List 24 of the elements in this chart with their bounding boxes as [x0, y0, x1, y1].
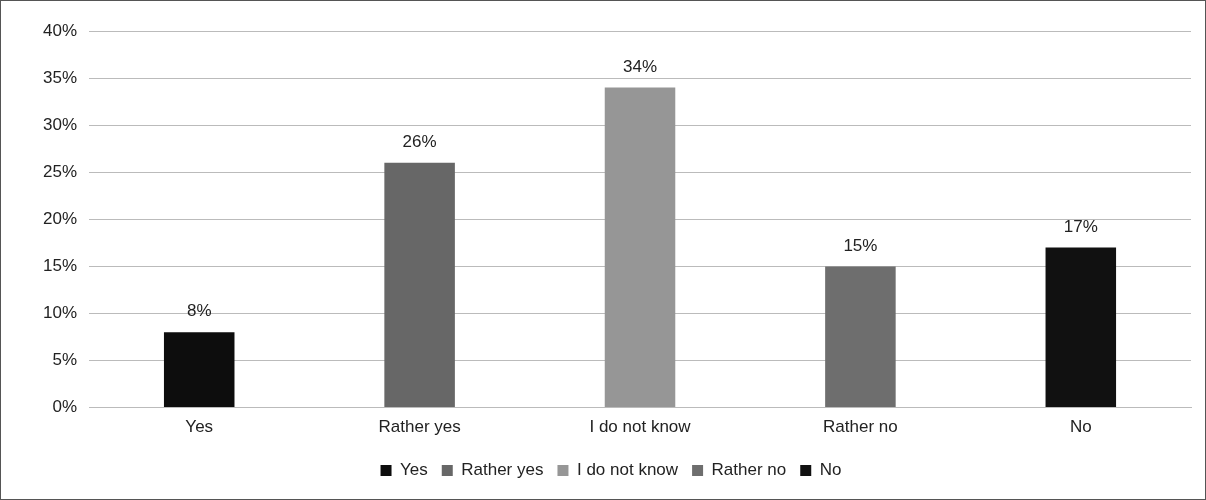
- x-tick-label: No: [1069, 417, 1092, 437]
- legend-label: Rather no: [711, 460, 787, 480]
- data-label: 26%: [402, 132, 437, 151]
- y-tick-label: 15%: [42, 256, 78, 276]
- data-label: 17%: [1063, 216, 1098, 236]
- x-tick-label: I do not know: [589, 417, 692, 437]
- legend-label: Yes: [400, 460, 428, 480]
- x-tick-label: Yes: [185, 417, 214, 437]
- data-label: 34%: [623, 56, 658, 76]
- y-tick-label: 40%: [42, 20, 78, 40]
- legend-label: No: [819, 460, 842, 480]
- data-label: 8%: [186, 301, 212, 321]
- x-tick-label: Rather no: [823, 417, 898, 437]
- y-tick-label: 5%: [52, 350, 78, 370]
- y-tick-label: 35%: [42, 67, 78, 87]
- legend-label: I do not know: [576, 460, 679, 480]
- y-tick-label: 0%: [52, 397, 78, 417]
- legend-label: Rather yes: [461, 460, 544, 480]
- y-tick-label: 30%: [42, 114, 78, 134]
- data-label: 15%: [843, 235, 878, 255]
- y-tick-label: 20%: [42, 208, 78, 228]
- y-tick-label: 25%: [42, 161, 78, 181]
- y-tick-label: 10%: [42, 303, 78, 323]
- x-tick-label: Rather yes: [378, 417, 461, 437]
